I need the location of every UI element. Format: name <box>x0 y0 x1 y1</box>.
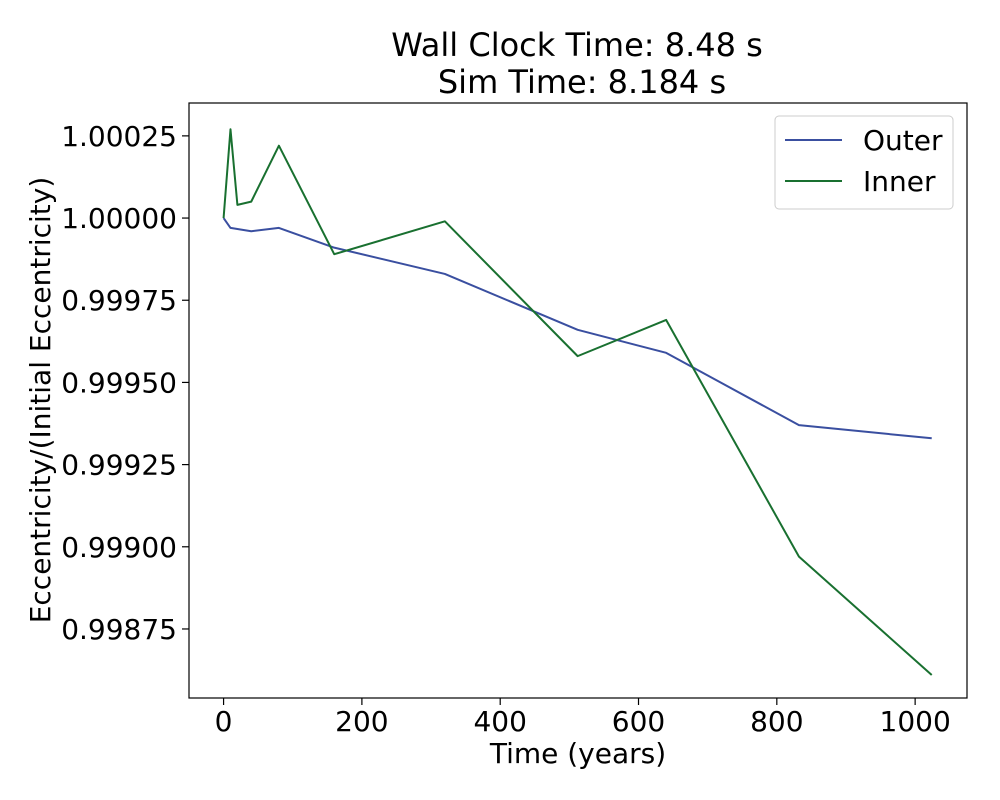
y-axis-ticks: 0.99875 0.99900 0.99925 0.99950 0.99975 1.000… <box>61 120 189 646</box>
plot-frame <box>188 102 968 699</box>
y-tick-label: 0.99925 <box>61 449 177 482</box>
plot-area <box>188 102 968 699</box>
x-tick-label: 400 <box>473 705 526 738</box>
series-layer <box>222 128 933 676</box>
chart-title-line-2: Sim Time: 8.184 s <box>438 63 726 101</box>
x-axis-label: Time (years) <box>489 737 666 770</box>
legend-label-inner: Inner <box>863 165 936 198</box>
series-line-outer <box>222 217 932 440</box>
y-tick-label: 0.99875 <box>61 613 177 646</box>
x-tick-label: 200 <box>335 705 388 738</box>
chart-title-line-1: Wall Clock Time: 8.48 s <box>391 26 763 64</box>
y-tick-label: 0.99900 <box>61 531 177 564</box>
y-tick-label: 0.99950 <box>61 366 177 399</box>
legend: Outer Inner <box>774 115 954 210</box>
x-tick-label: 1000 <box>880 705 951 738</box>
series-line-inner <box>222 128 933 676</box>
x-tick-label: 0 <box>215 705 233 738</box>
y-axis-label: Eccentricity/(Initial Eccentricity) <box>24 177 57 624</box>
x-axis-ticks: 0 200 400 600 800 1000 <box>215 698 951 738</box>
y-tick-label: 1.00025 <box>61 120 177 153</box>
y-tick-label: 1.00000 <box>61 202 177 235</box>
x-tick-label: 800 <box>750 705 803 738</box>
x-tick-label: 600 <box>612 705 665 738</box>
legend-label-outer: Outer <box>863 124 943 157</box>
y-tick-label: 0.99975 <box>61 284 177 317</box>
